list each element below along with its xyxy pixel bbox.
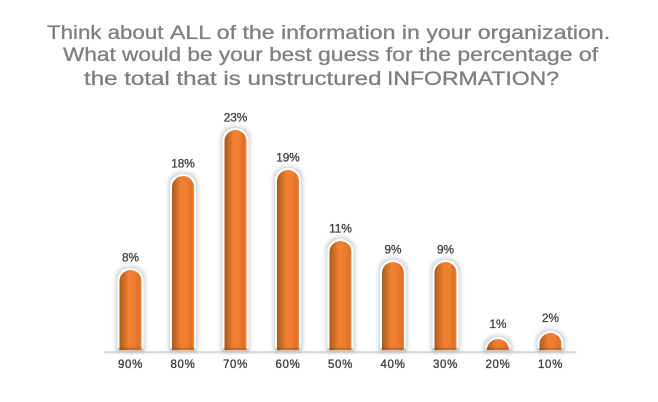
svg-text:70%: 70% bbox=[223, 359, 248, 371]
svg-text:2%: 2% bbox=[542, 311, 560, 325]
svg-text:10%: 10% bbox=[538, 359, 563, 371]
svg-text:19%: 19% bbox=[276, 151, 300, 165]
svg-text:18%: 18% bbox=[171, 157, 195, 171]
svg-text:8%: 8% bbox=[122, 251, 140, 265]
svg-text:9%: 9% bbox=[437, 243, 455, 257]
svg-text:50%: 50% bbox=[328, 359, 353, 371]
svg-text:90%: 90% bbox=[118, 359, 143, 371]
svg-text:1%: 1% bbox=[489, 317, 507, 331]
svg-text:9%: 9% bbox=[384, 243, 402, 257]
svg-text:20%: 20% bbox=[485, 359, 510, 371]
svg-text:11%: 11% bbox=[329, 222, 352, 236]
svg-text:80%: 80% bbox=[170, 359, 195, 371]
svg-text:60%: 60% bbox=[275, 359, 300, 371]
svg-text:40%: 40% bbox=[380, 359, 405, 371]
svg-text:30%: 30% bbox=[433, 359, 458, 371]
svg-text:23%: 23% bbox=[224, 111, 248, 125]
